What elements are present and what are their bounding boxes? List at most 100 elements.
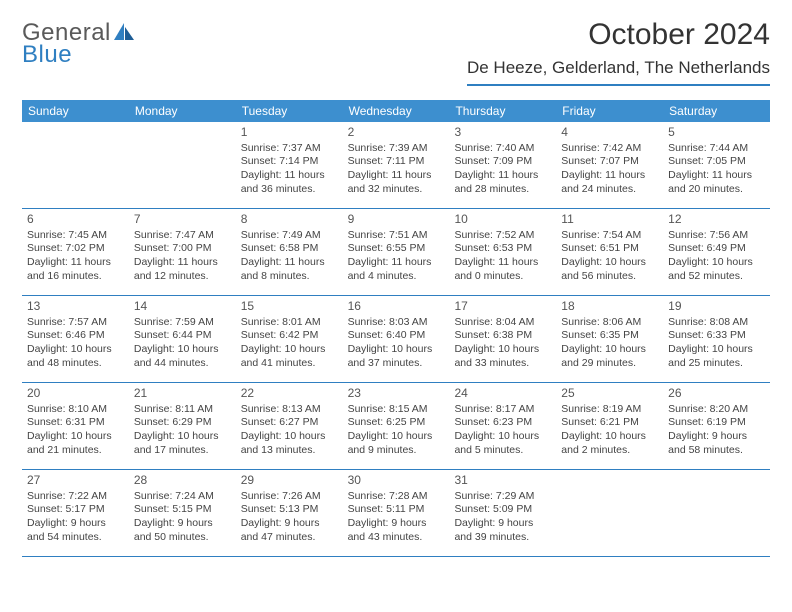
daylight-line: Daylight: 9 hours and 54 minutes. <box>27 517 124 544</box>
day-cell: 11Sunrise: 7:54 AMSunset: 6:51 PMDayligh… <box>556 209 663 295</box>
sunset-line: Sunset: 6:35 PM <box>561 329 658 343</box>
day-cell: 7Sunrise: 7:47 AMSunset: 7:00 PMDaylight… <box>129 209 236 295</box>
sunrise-line: Sunrise: 7:42 AM <box>561 142 658 156</box>
daylight-line: Daylight: 10 hours and 37 minutes. <box>348 343 445 370</box>
sunrise-line: Sunrise: 7:44 AM <box>668 142 765 156</box>
daylight-line: Daylight: 10 hours and 5 minutes. <box>454 430 551 457</box>
day-number: 17 <box>454 299 551 315</box>
sunrise-line: Sunrise: 7:49 AM <box>241 229 338 243</box>
header: General Blue October 2024 De Heeze, Geld… <box>22 18 770 86</box>
day-cell: 5Sunrise: 7:44 AMSunset: 7:05 PMDaylight… <box>663 122 770 208</box>
sunset-line: Sunset: 6:25 PM <box>348 416 445 430</box>
dow-cell: Thursday <box>449 100 556 122</box>
dow-cell: Saturday <box>663 100 770 122</box>
sunset-line: Sunset: 6:51 PM <box>561 242 658 256</box>
sunrise-line: Sunrise: 8:13 AM <box>241 403 338 417</box>
day-cell: 31Sunrise: 7:29 AMSunset: 5:09 PMDayligh… <box>449 470 556 556</box>
day-cell: 12Sunrise: 7:56 AMSunset: 6:49 PMDayligh… <box>663 209 770 295</box>
day-number: 24 <box>454 386 551 402</box>
sunset-line: Sunset: 6:40 PM <box>348 329 445 343</box>
dow-cell: Monday <box>129 100 236 122</box>
day-cell <box>556 470 663 556</box>
day-cell: 9Sunrise: 7:51 AMSunset: 6:55 PMDaylight… <box>343 209 450 295</box>
day-cell: 23Sunrise: 8:15 AMSunset: 6:25 PMDayligh… <box>343 383 450 469</box>
day-cell: 28Sunrise: 7:24 AMSunset: 5:15 PMDayligh… <box>129 470 236 556</box>
day-cell: 24Sunrise: 8:17 AMSunset: 6:23 PMDayligh… <box>449 383 556 469</box>
sunset-line: Sunset: 7:11 PM <box>348 155 445 169</box>
daylight-line: Daylight: 11 hours and 4 minutes. <box>348 256 445 283</box>
daylight-line: Daylight: 11 hours and 20 minutes. <box>668 169 765 196</box>
sunrise-line: Sunrise: 8:17 AM <box>454 403 551 417</box>
day-cell: 13Sunrise: 7:57 AMSunset: 6:46 PMDayligh… <box>22 296 129 382</box>
sunset-line: Sunset: 6:23 PM <box>454 416 551 430</box>
daylight-line: Daylight: 9 hours and 47 minutes. <box>241 517 338 544</box>
sunset-line: Sunset: 5:17 PM <box>27 503 124 517</box>
day-cell: 2Sunrise: 7:39 AMSunset: 7:11 PMDaylight… <box>343 122 450 208</box>
week-row: 27Sunrise: 7:22 AMSunset: 5:17 PMDayligh… <box>22 470 770 557</box>
daylight-line: Daylight: 10 hours and 21 minutes. <box>27 430 124 457</box>
day-number: 9 <box>348 212 445 228</box>
daylight-line: Daylight: 10 hours and 52 minutes. <box>668 256 765 283</box>
day-number: 14 <box>134 299 231 315</box>
sunset-line: Sunset: 6:33 PM <box>668 329 765 343</box>
sunset-line: Sunset: 7:02 PM <box>27 242 124 256</box>
daylight-line: Daylight: 10 hours and 44 minutes. <box>134 343 231 370</box>
sunset-line: Sunset: 5:15 PM <box>134 503 231 517</box>
day-number: 3 <box>454 125 551 141</box>
sunset-line: Sunset: 6:58 PM <box>241 242 338 256</box>
sunset-line: Sunset: 6:42 PM <box>241 329 338 343</box>
sunrise-line: Sunrise: 8:11 AM <box>134 403 231 417</box>
day-cell <box>22 122 129 208</box>
day-number: 10 <box>454 212 551 228</box>
sunrise-line: Sunrise: 7:24 AM <box>134 490 231 504</box>
daylight-line: Daylight: 11 hours and 8 minutes. <box>241 256 338 283</box>
sunrise-line: Sunrise: 8:20 AM <box>668 403 765 417</box>
sunset-line: Sunset: 6:44 PM <box>134 329 231 343</box>
day-number: 2 <box>348 125 445 141</box>
sunset-line: Sunset: 5:09 PM <box>454 503 551 517</box>
sunset-line: Sunset: 6:53 PM <box>454 242 551 256</box>
daylight-line: Daylight: 11 hours and 24 minutes. <box>561 169 658 196</box>
week-row: 1Sunrise: 7:37 AMSunset: 7:14 PMDaylight… <box>22 122 770 209</box>
sunrise-line: Sunrise: 8:01 AM <box>241 316 338 330</box>
logo: General Blue <box>22 18 137 67</box>
title-block: October 2024 De Heeze, Gelderland, The N… <box>467 18 770 86</box>
dow-cell: Tuesday <box>236 100 343 122</box>
sunset-line: Sunset: 7:05 PM <box>668 155 765 169</box>
sunset-line: Sunset: 5:13 PM <box>241 503 338 517</box>
sunrise-line: Sunrise: 7:56 AM <box>668 229 765 243</box>
sunrise-line: Sunrise: 7:54 AM <box>561 229 658 243</box>
dow-cell: Friday <box>556 100 663 122</box>
sunrise-line: Sunrise: 8:08 AM <box>668 316 765 330</box>
daylight-line: Daylight: 9 hours and 39 minutes. <box>454 517 551 544</box>
day-number: 22 <box>241 386 338 402</box>
sunrise-line: Sunrise: 8:15 AM <box>348 403 445 417</box>
sunset-line: Sunset: 6:46 PM <box>27 329 124 343</box>
sunrise-line: Sunrise: 7:40 AM <box>454 142 551 156</box>
sunrise-line: Sunrise: 8:19 AM <box>561 403 658 417</box>
day-cell <box>663 470 770 556</box>
sunset-line: Sunset: 6:49 PM <box>668 242 765 256</box>
day-cell: 25Sunrise: 8:19 AMSunset: 6:21 PMDayligh… <box>556 383 663 469</box>
day-number: 18 <box>561 299 658 315</box>
day-number: 28 <box>134 473 231 489</box>
sunrise-line: Sunrise: 7:52 AM <box>454 229 551 243</box>
sunrise-line: Sunrise: 7:26 AM <box>241 490 338 504</box>
day-cell <box>129 122 236 208</box>
day-number: 30 <box>348 473 445 489</box>
day-number: 4 <box>561 125 658 141</box>
sunrise-line: Sunrise: 7:51 AM <box>348 229 445 243</box>
daylight-line: Daylight: 11 hours and 32 minutes. <box>348 169 445 196</box>
sunrise-line: Sunrise: 7:57 AM <box>27 316 124 330</box>
sunrise-line: Sunrise: 7:39 AM <box>348 142 445 156</box>
daylight-line: Daylight: 11 hours and 0 minutes. <box>454 256 551 283</box>
sunset-line: Sunset: 6:29 PM <box>134 416 231 430</box>
daylight-line: Daylight: 11 hours and 12 minutes. <box>134 256 231 283</box>
day-number: 23 <box>348 386 445 402</box>
sunset-line: Sunset: 7:14 PM <box>241 155 338 169</box>
logo-word-blue: Blue <box>22 43 137 67</box>
day-cell: 22Sunrise: 8:13 AMSunset: 6:27 PMDayligh… <box>236 383 343 469</box>
day-number: 20 <box>27 386 124 402</box>
page-title: October 2024 <box>467 18 770 52</box>
day-number: 1 <box>241 125 338 141</box>
